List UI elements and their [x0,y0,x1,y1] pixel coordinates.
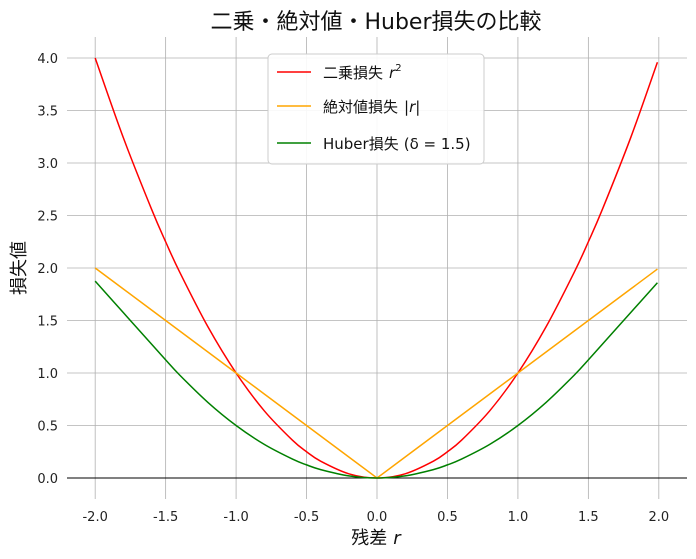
x-axis-title: 残差 r [351,528,402,549]
y-tick-label: 1.0 [37,367,58,382]
tick-labels: -2.0 -1.5 -1.0 -0.5 0.0 0.5 1.0 1.5 2.0 0.0 0.5 1.0… [37,52,669,525]
legend-label-huber: Huber損失 (δ = 1.5) [323,135,471,153]
x-tick-label: -1.0 [223,510,248,525]
x-tick-label: 2.0 [648,510,669,525]
x-tick-label: -2.0 [82,510,107,525]
legend-label-absolute: 絶対値損失 |r| [323,98,420,116]
x-tick-label: 1.0 [508,510,529,525]
y-tick-label: 1.5 [37,315,58,330]
legend-box [267,53,485,165]
y-tick-label: 2.0 [37,262,58,277]
x-axis-title-var: r [393,528,402,549]
x-tick-label: 1.5 [578,510,599,525]
y-tick-label: 4.0 [37,52,58,67]
legend-label-squared: 二乗損失 r2 [323,63,402,82]
y-tick-label: 3.0 [37,157,58,172]
y-tick-label: 3.5 [37,105,58,120]
x-tick-label: 0.0 [367,510,388,525]
legend: 二乗損失 r2 絶対値損失 |r| Huber損失 (δ = 1.5) [267,53,485,165]
y-tick-label: 0.0 [37,472,58,487]
series-layer [94,57,659,479]
x-tick-label: 0.5 [437,510,458,525]
y-axis-title: 損失値 [9,241,30,295]
huber-loss-line [94,280,658,479]
chart-title: 二乗・絶対値・Huber損失の比較 [210,10,541,35]
x-axis-title-text: 残差 [351,528,387,549]
y-tick-label: 2.5 [37,210,58,225]
x-tick-label: -1.5 [153,510,178,525]
x-tick-label: -0.5 [294,510,319,525]
y-tick-label: 0.5 [37,420,58,435]
